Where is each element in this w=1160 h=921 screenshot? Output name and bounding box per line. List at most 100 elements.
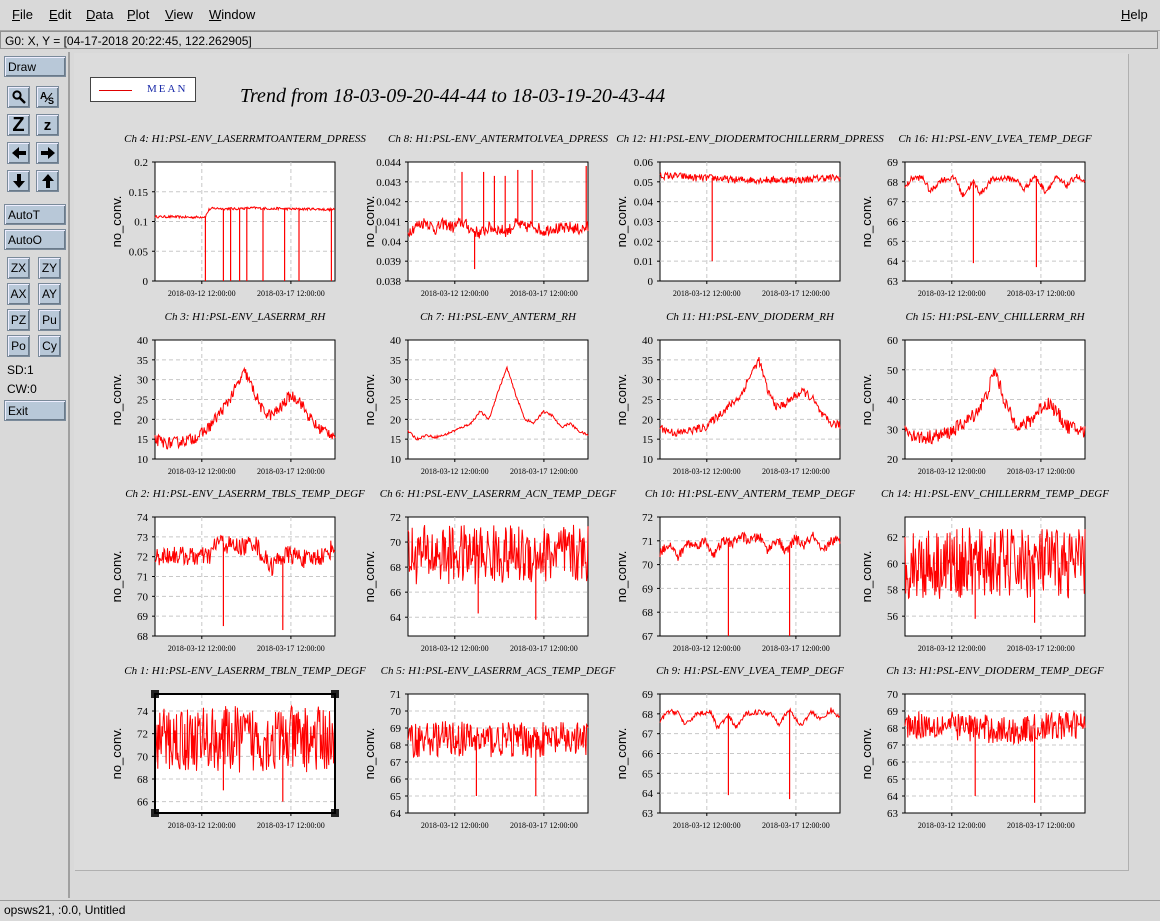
auto-o-button[interactable]: AutoO bbox=[4, 229, 66, 250]
y-axis-label: no_conv. bbox=[109, 728, 124, 780]
scroll-right-button[interactable] bbox=[36, 142, 59, 164]
y-tick-label: 65 bbox=[642, 768, 654, 780]
sd-readout: SD:1 bbox=[7, 363, 34, 377]
scroll-left-button[interactable] bbox=[7, 142, 30, 164]
arrow-right-icon bbox=[40, 147, 55, 159]
y-tick-label: 35 bbox=[390, 355, 402, 367]
x-tick-label: 2018-03-17 12:00:00 bbox=[257, 821, 325, 830]
y-tick-label: 30 bbox=[887, 424, 899, 436]
scroll-down-button[interactable] bbox=[7, 170, 30, 192]
x-tick-label: 2018-03-12 12:00:00 bbox=[168, 289, 236, 298]
y-tick-label: 50 bbox=[887, 365, 899, 377]
y-tick-label: 25 bbox=[137, 395, 149, 407]
ax-button[interactable]: AX bbox=[7, 283, 30, 305]
po-button[interactable]: Po bbox=[7, 335, 30, 357]
y-axis-label: no_conv. bbox=[614, 551, 629, 603]
chart-title: Ch 14: H1:PSL-ENV_CHILLERRM_TEMP_DEGF bbox=[881, 488, 1109, 500]
series-line bbox=[407, 365, 589, 441]
chart-title: Ch 12: H1:PSL-ENV_DIODERMTOCHILLERRM_DPR… bbox=[616, 133, 884, 145]
zoom-in-big-button[interactable]: Z bbox=[7, 114, 30, 136]
ay-button[interactable]: AY bbox=[38, 283, 61, 305]
chart-title: Ch 5: H1:PSL-ENV_LASERRM_ACS_TEMP_DEGF bbox=[381, 665, 616, 677]
menu-view[interactable]: View bbox=[165, 7, 193, 22]
y-tick-label: 67 bbox=[390, 757, 402, 769]
menu-edit[interactable]: Edit bbox=[49, 7, 72, 22]
auto-t-button[interactable]: AutoT bbox=[4, 204, 66, 225]
pz-button[interactable]: PZ bbox=[7, 309, 30, 331]
zx-button[interactable]: ZX bbox=[7, 257, 30, 279]
y-tick-label: 60 bbox=[887, 558, 899, 570]
exit-button[interactable]: Exit bbox=[4, 400, 66, 421]
cy-button[interactable]: Cy bbox=[38, 335, 61, 357]
zoom-in-small-button[interactable]: z bbox=[36, 114, 59, 136]
arrow-down-icon bbox=[12, 174, 25, 188]
y-axis-label: no_conv. bbox=[362, 551, 377, 603]
svg-text:S: S bbox=[48, 96, 54, 105]
chart-title: Ch 2: H1:PSL-ENV_LASERRM_TBLS_TEMP_DEGF bbox=[125, 488, 365, 500]
y-tick-label: 0.15 bbox=[129, 187, 149, 199]
y-tick-label: 69 bbox=[390, 723, 402, 735]
y-tick-label: 68 bbox=[137, 631, 149, 643]
x-tick-label: 2018-03-17 12:00:00 bbox=[1007, 644, 1075, 653]
y-axis-label: no_conv. bbox=[859, 374, 874, 426]
chart-frame bbox=[659, 339, 841, 460]
zy-button[interactable]: ZY bbox=[38, 257, 61, 279]
y-tick-label: 72 bbox=[390, 512, 401, 524]
magnifier-icon bbox=[11, 90, 26, 104]
y-tick-label: 69 bbox=[642, 689, 654, 701]
y-tick-label: 70 bbox=[887, 689, 899, 701]
y-tick-label: 0.02 bbox=[634, 236, 653, 248]
y-axis-label: no_conv. bbox=[362, 374, 377, 426]
y-tick-label: 40 bbox=[642, 335, 654, 347]
menu-plot[interactable]: Plot bbox=[127, 7, 150, 22]
y-tick-label: 68 bbox=[642, 607, 654, 619]
y-tick-label: 0.03 bbox=[634, 217, 654, 229]
x-tick-label: 2018-03-17 12:00:00 bbox=[762, 289, 830, 298]
y-tick-label: 20 bbox=[390, 414, 402, 426]
y-tick-label: 40 bbox=[390, 335, 402, 347]
svg-text:A: A bbox=[40, 91, 47, 102]
y-tick-label: 66 bbox=[390, 774, 402, 786]
draw-button[interactable]: Draw bbox=[4, 56, 66, 77]
plot-title: Trend from 18-03-09-20-44-44 to 18-03-19… bbox=[240, 85, 666, 107]
x-tick-label: 2018-03-12 12:00:00 bbox=[673, 467, 741, 476]
chart-frame bbox=[154, 161, 336, 282]
y-tick-label: 0.044 bbox=[376, 157, 401, 169]
legend: MEAN bbox=[90, 77, 196, 102]
chart-title: Ch 4: H1:PSL-ENV_LASERRMTOANTERM_DPRESS bbox=[124, 133, 366, 145]
y-tick-label: 68 bbox=[390, 740, 402, 752]
y-tick-label: 66 bbox=[887, 757, 899, 769]
menu-help[interactable]: Help bbox=[1121, 7, 1148, 22]
menu-data[interactable]: Data bbox=[86, 7, 114, 22]
x-tick-label: 2018-03-17 12:00:00 bbox=[762, 467, 830, 476]
y-tick-label: 72 bbox=[137, 729, 148, 741]
x-tick-label: 2018-03-17 12:00:00 bbox=[762, 644, 830, 653]
series-line bbox=[154, 366, 336, 450]
chart-frame bbox=[407, 516, 589, 637]
chart-4: 63 64 65 66 67 68 69 2018-03-12 12:00:00 2018-03… bbox=[859, 133, 1092, 298]
scroll-up-button[interactable] bbox=[36, 170, 59, 192]
y-tick-label: 40 bbox=[887, 395, 899, 407]
y-tick-label: 0.043 bbox=[376, 177, 401, 189]
pick-tool-button[interactable] bbox=[7, 86, 30, 108]
chart-frame bbox=[904, 693, 1086, 814]
series-line bbox=[407, 524, 589, 585]
y-tick-label: 66 bbox=[390, 587, 402, 599]
y-tick-label: 67 bbox=[642, 729, 654, 741]
chart-6: 10 15 20 25 30 35 40 2018-03-12 12:00:00 2018-03… bbox=[362, 311, 589, 476]
y-tick-label: 64 bbox=[887, 791, 899, 803]
chart-frame bbox=[659, 516, 841, 637]
y-tick-label: 65 bbox=[887, 236, 899, 248]
x-tick-label: 2018-03-12 12:00:00 bbox=[918, 467, 986, 476]
menu-file[interactable]: File bbox=[12, 7, 33, 22]
chart-title: Ch 9: H1:PSL-ENV_LVEA_TEMP_DEGF bbox=[656, 665, 844, 677]
menu-window[interactable]: Window bbox=[209, 7, 256, 22]
chart-10: 64 66 68 70 72 2018-03-12 12:00:00 2018-03-17 … bbox=[362, 488, 617, 653]
y-axis-label: no_conv. bbox=[109, 551, 124, 603]
y-tick-label: 68 bbox=[390, 562, 402, 574]
y-tick-label: 66 bbox=[887, 217, 899, 229]
x-tick-label: 2018-03-12 12:00:00 bbox=[918, 644, 986, 653]
pu-button[interactable]: Pu bbox=[38, 309, 61, 331]
